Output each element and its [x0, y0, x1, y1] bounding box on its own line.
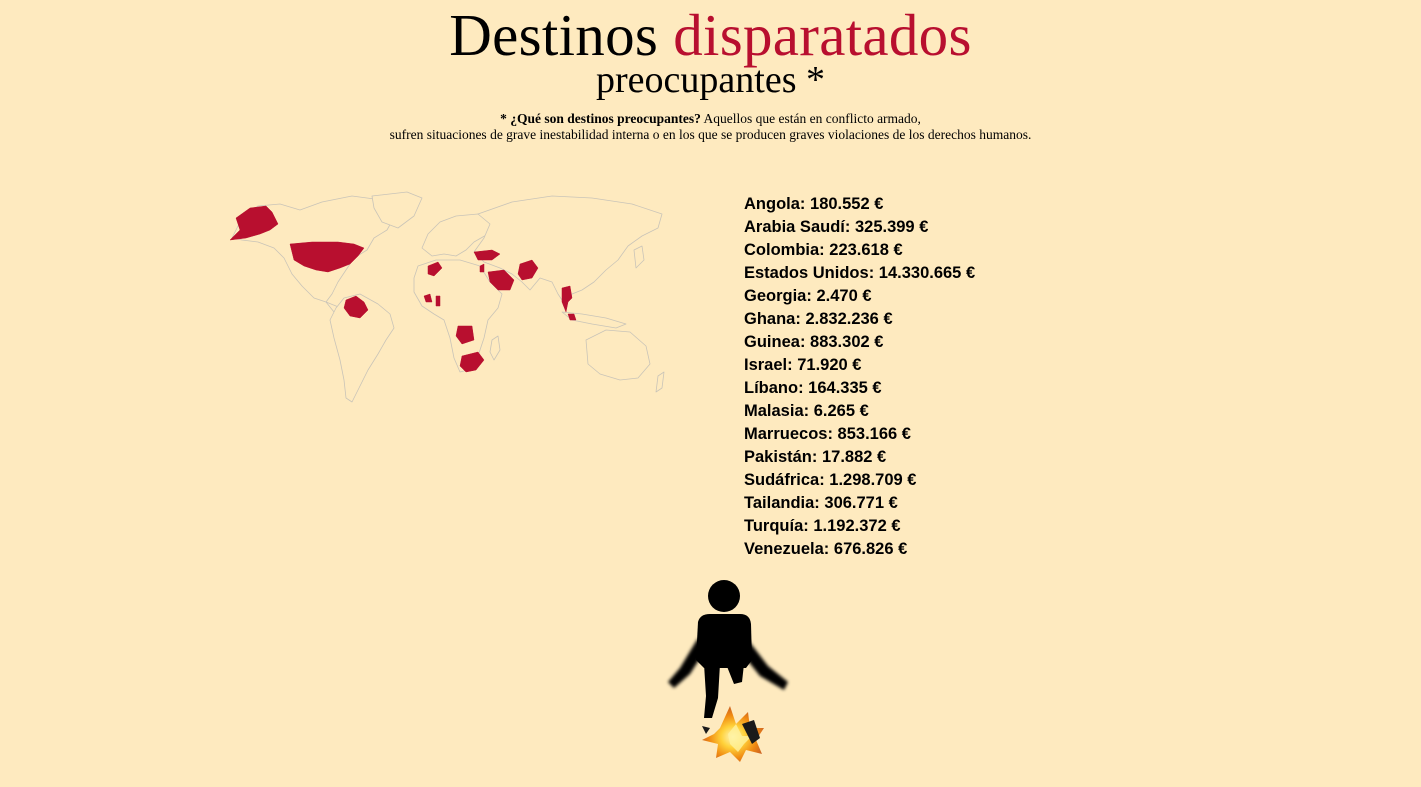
list-item: Arabia Saudí: 325.399 € [744, 218, 929, 236]
madagascar-outline [489, 335, 501, 361]
morocco-highlight [427, 261, 443, 277]
definition-line-1: Aquellos que están en conflicto armado, [700, 111, 921, 126]
land-outlines [231, 191, 665, 403]
list-item: Guinea: 883.302 € [744, 333, 884, 351]
country-amount: 1.192.372 € [813, 517, 901, 535]
country-amount: 71.920 € [797, 356, 862, 374]
explosion-shape [702, 706, 764, 762]
world-map [222, 190, 666, 412]
country-name: Georgia [744, 287, 807, 305]
title-accent: disparatados [673, 2, 972, 68]
country-amount: 6.265 € [813, 402, 869, 420]
person-stepping-on-mine-icon [660, 578, 800, 768]
country-amount: 325.399 € [854, 218, 929, 236]
south-africa-highlight [459, 351, 485, 373]
japan-outline [633, 245, 645, 269]
definition-note: * ¿Qué son destinos preocupantes? Aquell… [0, 111, 1421, 143]
usa-highlight [289, 241, 365, 273]
list-item: Ghana: 2.832.236 € [744, 310, 893, 328]
country-name: Tailandia [744, 494, 815, 512]
list-item: Marruecos: 853.166 € [744, 425, 911, 443]
arms-blurred [668, 638, 788, 690]
list-item: Colombia: 223.618 € [744, 241, 903, 259]
country-amount: 2.470 € [816, 287, 872, 305]
page-subtitle: preocupantes * [596, 59, 825, 101]
country-amount: 164.335 € [808, 379, 882, 397]
country-name: Colombia [744, 241, 820, 259]
country-name: Malasia [744, 402, 804, 420]
country-name: Turquía [744, 517, 804, 535]
country-name: Sudáfrica [744, 471, 820, 489]
country-amount: 676.826 € [833, 540, 908, 558]
definition-line-2: sufren situaciones de grave inestabilida… [389, 127, 1032, 142]
list-item: Sudáfrica: 1.298.709 € [744, 471, 917, 489]
left-leg-shape [704, 664, 720, 718]
country-amount: 1.298.709 € [829, 471, 917, 489]
country-name: Arabia Saudí [744, 218, 845, 236]
ghana-highlight [435, 295, 441, 307]
country-name: Angola [744, 195, 800, 213]
south-america-outline [329, 293, 395, 403]
list-item: Pakistán: 17.882 € [744, 448, 887, 466]
country-name: Líbano [744, 379, 799, 397]
right-arm-shape [744, 640, 788, 690]
page-title: Destinos disparatados [0, 2, 1421, 68]
torso-shape [696, 614, 752, 668]
head-shape [708, 580, 740, 612]
country-amount: 180.552 € [810, 195, 884, 213]
list-item: Georgia: 2.470 € [744, 287, 872, 305]
highlighted-countries [229, 205, 577, 373]
thailand-highlight [561, 285, 573, 313]
list-item: Angola: 180.552 € [744, 195, 884, 213]
country-amount: 306.771 € [824, 494, 898, 512]
country-amount: 17.882 € [821, 448, 887, 466]
new-zealand-outline [655, 371, 665, 393]
pakistan-highlight [517, 259, 539, 281]
alaska-highlight [229, 205, 279, 241]
country-name: Guinea [744, 333, 800, 351]
list-item: Turquía: 1.192.372 € [744, 517, 901, 535]
list-item: Malasia: 6.265 € [744, 402, 869, 420]
country-name: Marruecos [744, 425, 828, 443]
right-leg-shape [726, 664, 744, 684]
country-name: Venezuela [744, 540, 824, 558]
list-item: Líbano: 164.335 € [744, 379, 882, 397]
venezuela-colombia-highlight [343, 295, 369, 319]
country-amount: 883.302 € [810, 333, 884, 351]
left-arm-shape [668, 638, 704, 688]
definition-question: * ¿Qué son destinos preocupantes? [500, 111, 701, 126]
country-name: Pakistán [744, 448, 812, 466]
saudi-arabia-highlight [487, 269, 515, 291]
destinations-list: Angola: 180.552 € Arabia Saudí: 325.399 … [744, 193, 975, 561]
guinea-highlight [423, 293, 433, 303]
israel-lebanon-highlight [479, 263, 485, 273]
list-item: Tailandia: 306.771 € [744, 494, 898, 512]
list-item: Estados Unidos: 14.330.665 € [744, 264, 976, 282]
angola-highlight [455, 325, 475, 345]
country-amount: 2.832.236 € [805, 310, 893, 328]
turkey-georgia-highlight [473, 249, 501, 261]
world-map-svg [229, 191, 665, 403]
title-main: Destinos [449, 2, 659, 68]
greenland-outline [371, 191, 423, 229]
country-name: Israel [744, 356, 788, 374]
country-amount: 853.166 € [837, 425, 911, 443]
australia-outline [585, 329, 651, 381]
country-amount: 14.330.665 € [878, 264, 976, 282]
list-item: Venezuela: 676.826 € [744, 540, 908, 558]
country-amount: 223.618 € [829, 241, 903, 259]
figure-svg [668, 580, 788, 762]
country-name: Ghana [744, 310, 796, 328]
list-item: Israel: 71.920 € [744, 356, 862, 374]
malaysia-highlight [567, 313, 577, 321]
country-name: Estados Unidos [744, 264, 869, 282]
indonesia-outline [561, 311, 627, 329]
